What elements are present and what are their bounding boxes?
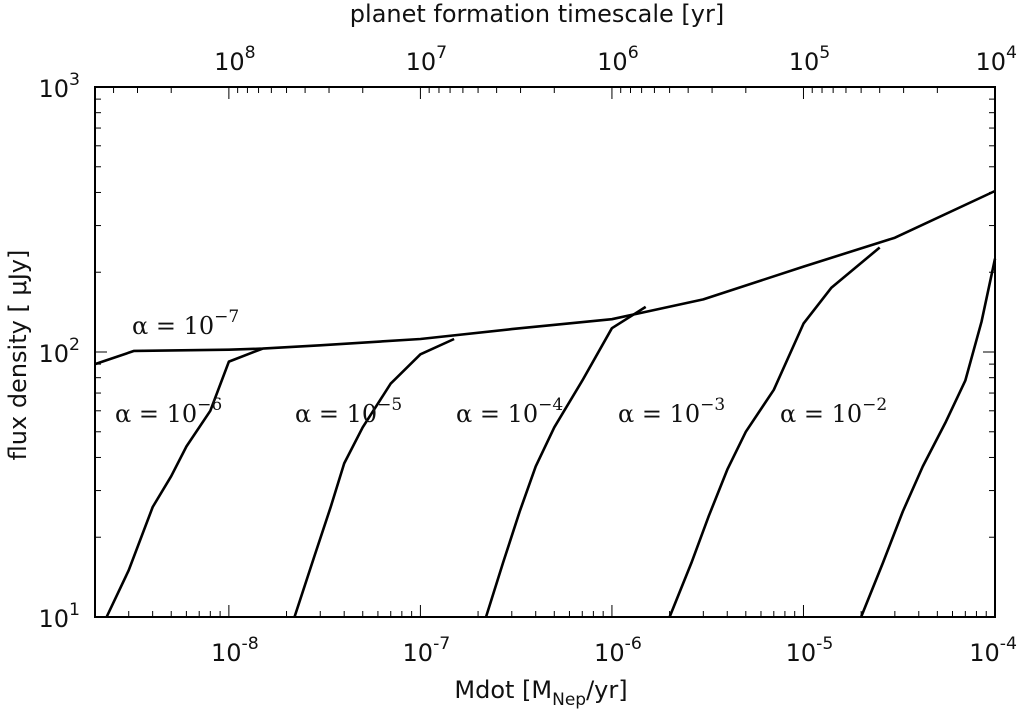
curve-label: α = 10−3	[618, 395, 725, 428]
axis-ticks	[94, 86, 996, 618]
curve-alpha	[859, 258, 997, 618]
x-tick-label: 10-8	[211, 634, 259, 667]
curve-label: α = 10−7	[132, 307, 239, 340]
y-axis-title: flux density [ μJy]	[4, 250, 32, 461]
curve-alpha	[94, 189, 996, 366]
x2-tick-label: 107	[406, 43, 448, 76]
x2-tick-label: 104	[975, 43, 1017, 76]
x-axis-title: Mdot [MNep/yr]	[454, 676, 627, 710]
x2-axis-title: planet formation timescale [yr]	[350, 0, 724, 28]
x2-tick-label: 108	[214, 43, 256, 76]
curve-label: α = 10−5	[295, 395, 402, 428]
x-tick-label: 10-7	[403, 634, 451, 667]
tick-labels: 10-8 10-7 10-6 10-5 10-4 108 107 106 105 104 101 10…	[38, 43, 1017, 667]
y-tick-label: 101	[38, 600, 80, 633]
x2-tick-label: 105	[789, 43, 831, 76]
y-tick-label: 102	[38, 335, 80, 368]
curves	[94, 189, 997, 618]
curve-alpha	[105, 347, 264, 618]
x2-tick-label: 106	[597, 43, 639, 76]
plot-frame	[94, 86, 996, 618]
y-tick-label: 103	[38, 70, 80, 103]
curve-alpha	[484, 305, 647, 618]
curve-label: α = 10−6	[115, 395, 222, 428]
x-tick-label: 10-4	[969, 634, 1017, 667]
curve-label: α = 10−4	[456, 395, 563, 428]
curve-label: α = 10−2	[780, 395, 887, 428]
x-tick-label: 10-5	[786, 634, 834, 667]
x-tick-label: 10-6	[594, 634, 642, 667]
curve-alpha	[668, 246, 881, 618]
curve-alpha	[293, 337, 455, 618]
